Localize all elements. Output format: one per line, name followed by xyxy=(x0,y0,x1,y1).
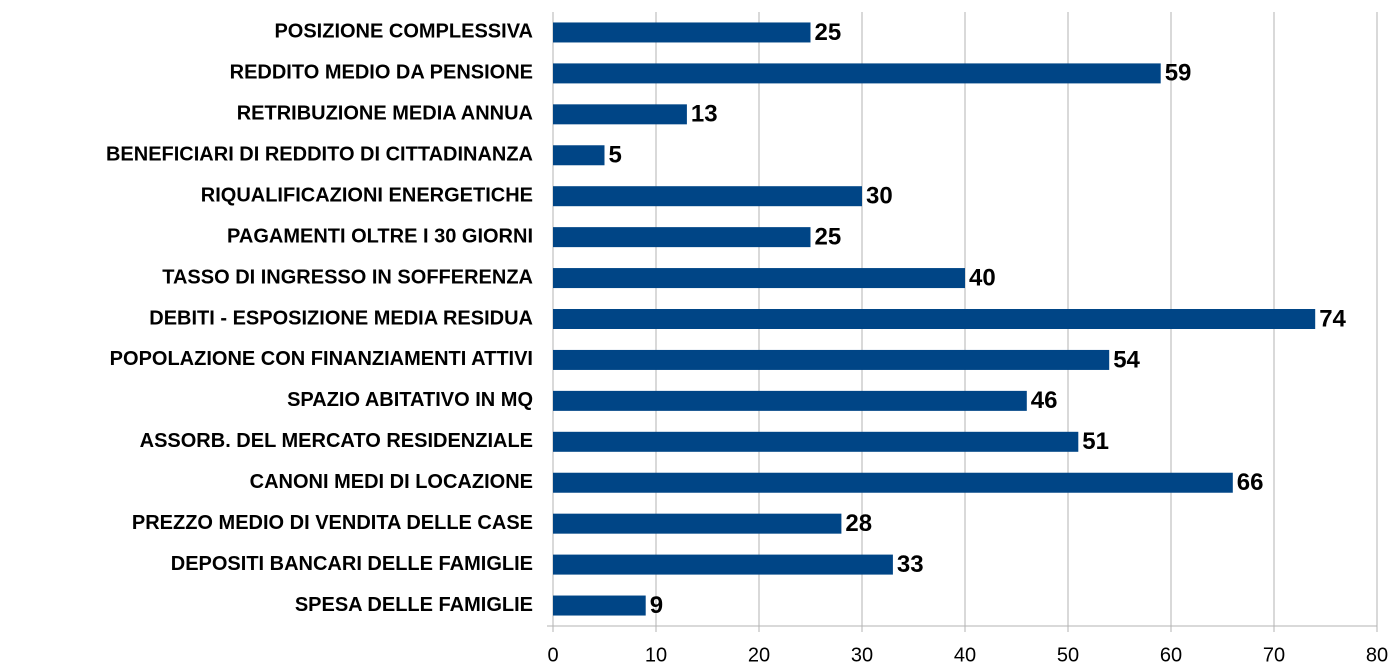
x-tick-label: 50 xyxy=(1057,644,1079,666)
value-label: 54 xyxy=(1113,346,1140,373)
value-label: 33 xyxy=(897,551,924,578)
value-label: 59 xyxy=(1165,60,1192,87)
value-label: 9 xyxy=(650,592,663,619)
y-tick-label: POPOLAZIONE CON FINANZIAMENTI ATTIVI xyxy=(110,348,533,370)
y-tick-label: ASSORB. DEL MERCATO RESIDENZIALE xyxy=(140,430,533,452)
bar xyxy=(553,554,893,575)
x-tick-label: 40 xyxy=(954,644,976,666)
y-tick-label: TASSO DI INGRESSO IN SOFFERENZA xyxy=(162,266,533,288)
y-tick-label: SPESA DELLE FAMIGLIE xyxy=(295,594,533,616)
value-label: 5 xyxy=(609,142,622,169)
bar xyxy=(553,186,862,207)
x-tick-label: 30 xyxy=(851,644,873,666)
x-tick-label: 70 xyxy=(1263,644,1285,666)
y-tick-label: PREZZO MEDIO DI VENDITA DELLE CASE xyxy=(132,512,533,534)
bar xyxy=(553,63,1161,84)
y-tick-label: RETRIBUZIONE MEDIA ANNUA xyxy=(237,103,533,125)
x-tick-label: 60 xyxy=(1160,644,1182,666)
bar xyxy=(553,349,1110,370)
x-tick-label: 0 xyxy=(547,644,558,666)
value-label: 25 xyxy=(815,19,842,46)
bar xyxy=(553,104,687,125)
bar xyxy=(553,309,1316,329)
bar xyxy=(553,227,811,248)
value-label: 30 xyxy=(866,183,893,210)
bar xyxy=(553,595,646,616)
value-label: 74 xyxy=(1319,305,1346,332)
y-tick-label: POSIZIONE COMPLESSIVA xyxy=(274,21,533,43)
value-label: 13 xyxy=(691,101,718,128)
y-tick-label: CANONI MEDI DI LOCAZIONE xyxy=(250,471,533,493)
value-label: 46 xyxy=(1031,387,1058,414)
value-label: 66 xyxy=(1237,469,1264,496)
y-tick-label: PAGAMENTI OLTRE I 30 GIORNI xyxy=(227,225,533,247)
bar xyxy=(553,431,1079,452)
y-tick-label: DEBITI - ESPOSIZIONE MEDIA RESIDUA xyxy=(149,307,533,329)
y-tick-label: BENEFICIARI DI REDDITO DI CITTADINANZA xyxy=(106,144,533,166)
bar xyxy=(553,513,842,534)
x-tick-label: 20 xyxy=(748,644,770,666)
y-tick-label: DEPOSITI BANCARI DELLE FAMIGLIE xyxy=(171,553,533,575)
bar xyxy=(553,390,1027,411)
value-label: 28 xyxy=(845,510,872,537)
value-label: 40 xyxy=(969,264,996,291)
bar xyxy=(553,145,605,166)
bar xyxy=(553,268,965,289)
value-label: 25 xyxy=(815,223,842,250)
x-tick-label: 80 xyxy=(1366,644,1388,666)
y-tick-label: RIQUALIFICAZIONI ENERGETICHE xyxy=(201,184,533,206)
y-tick-label: SPAZIO ABITATIVO IN MQ xyxy=(287,389,533,411)
y-tick-label: REDDITO MEDIO DA PENSIONE xyxy=(230,62,533,84)
bar xyxy=(553,22,811,43)
bar xyxy=(553,472,1233,493)
x-tick-label: 10 xyxy=(645,644,667,666)
value-label: 51 xyxy=(1082,428,1109,455)
